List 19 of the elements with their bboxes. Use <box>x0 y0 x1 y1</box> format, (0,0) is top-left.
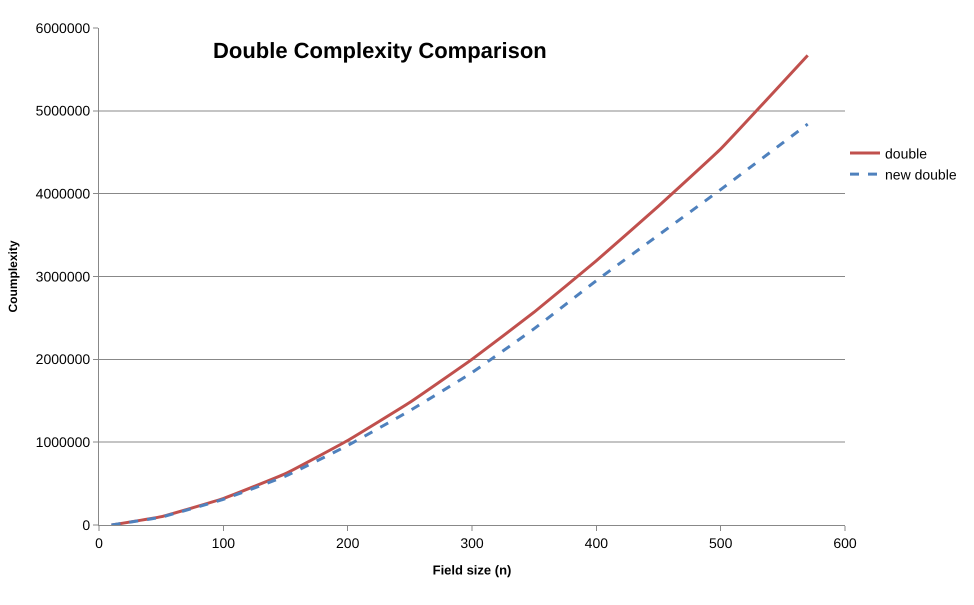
y-tick-label: 5000000 <box>36 102 90 119</box>
x-tick-label: 100 <box>212 534 236 551</box>
y-tick-label: 4000000 <box>36 186 90 202</box>
y-axis-title: Coumplexity <box>6 240 20 313</box>
x-axis-title: Field size (n) <box>432 562 512 578</box>
x-tick-label: 200 <box>336 534 360 551</box>
y-tick-label: 1000000 <box>36 434 90 450</box>
y-tick-label: 2000000 <box>36 351 90 368</box>
y-tick-label: 0 <box>82 516 90 533</box>
x-tick-label: 600 <box>833 534 857 551</box>
x-tick-label: 0 <box>95 534 104 551</box>
legend-label: double <box>885 145 928 162</box>
y-tick-label: 3000000 <box>36 268 90 284</box>
y-tick-label: 6000000 <box>36 20 90 36</box>
text: Double Complexity Comparison <box>213 38 547 63</box>
legend-label: new double <box>885 166 957 183</box>
x-tick-label: 400 <box>584 534 608 551</box>
x-tick-label: 300 <box>460 534 484 551</box>
x-tick-label: 500 <box>708 534 733 551</box>
